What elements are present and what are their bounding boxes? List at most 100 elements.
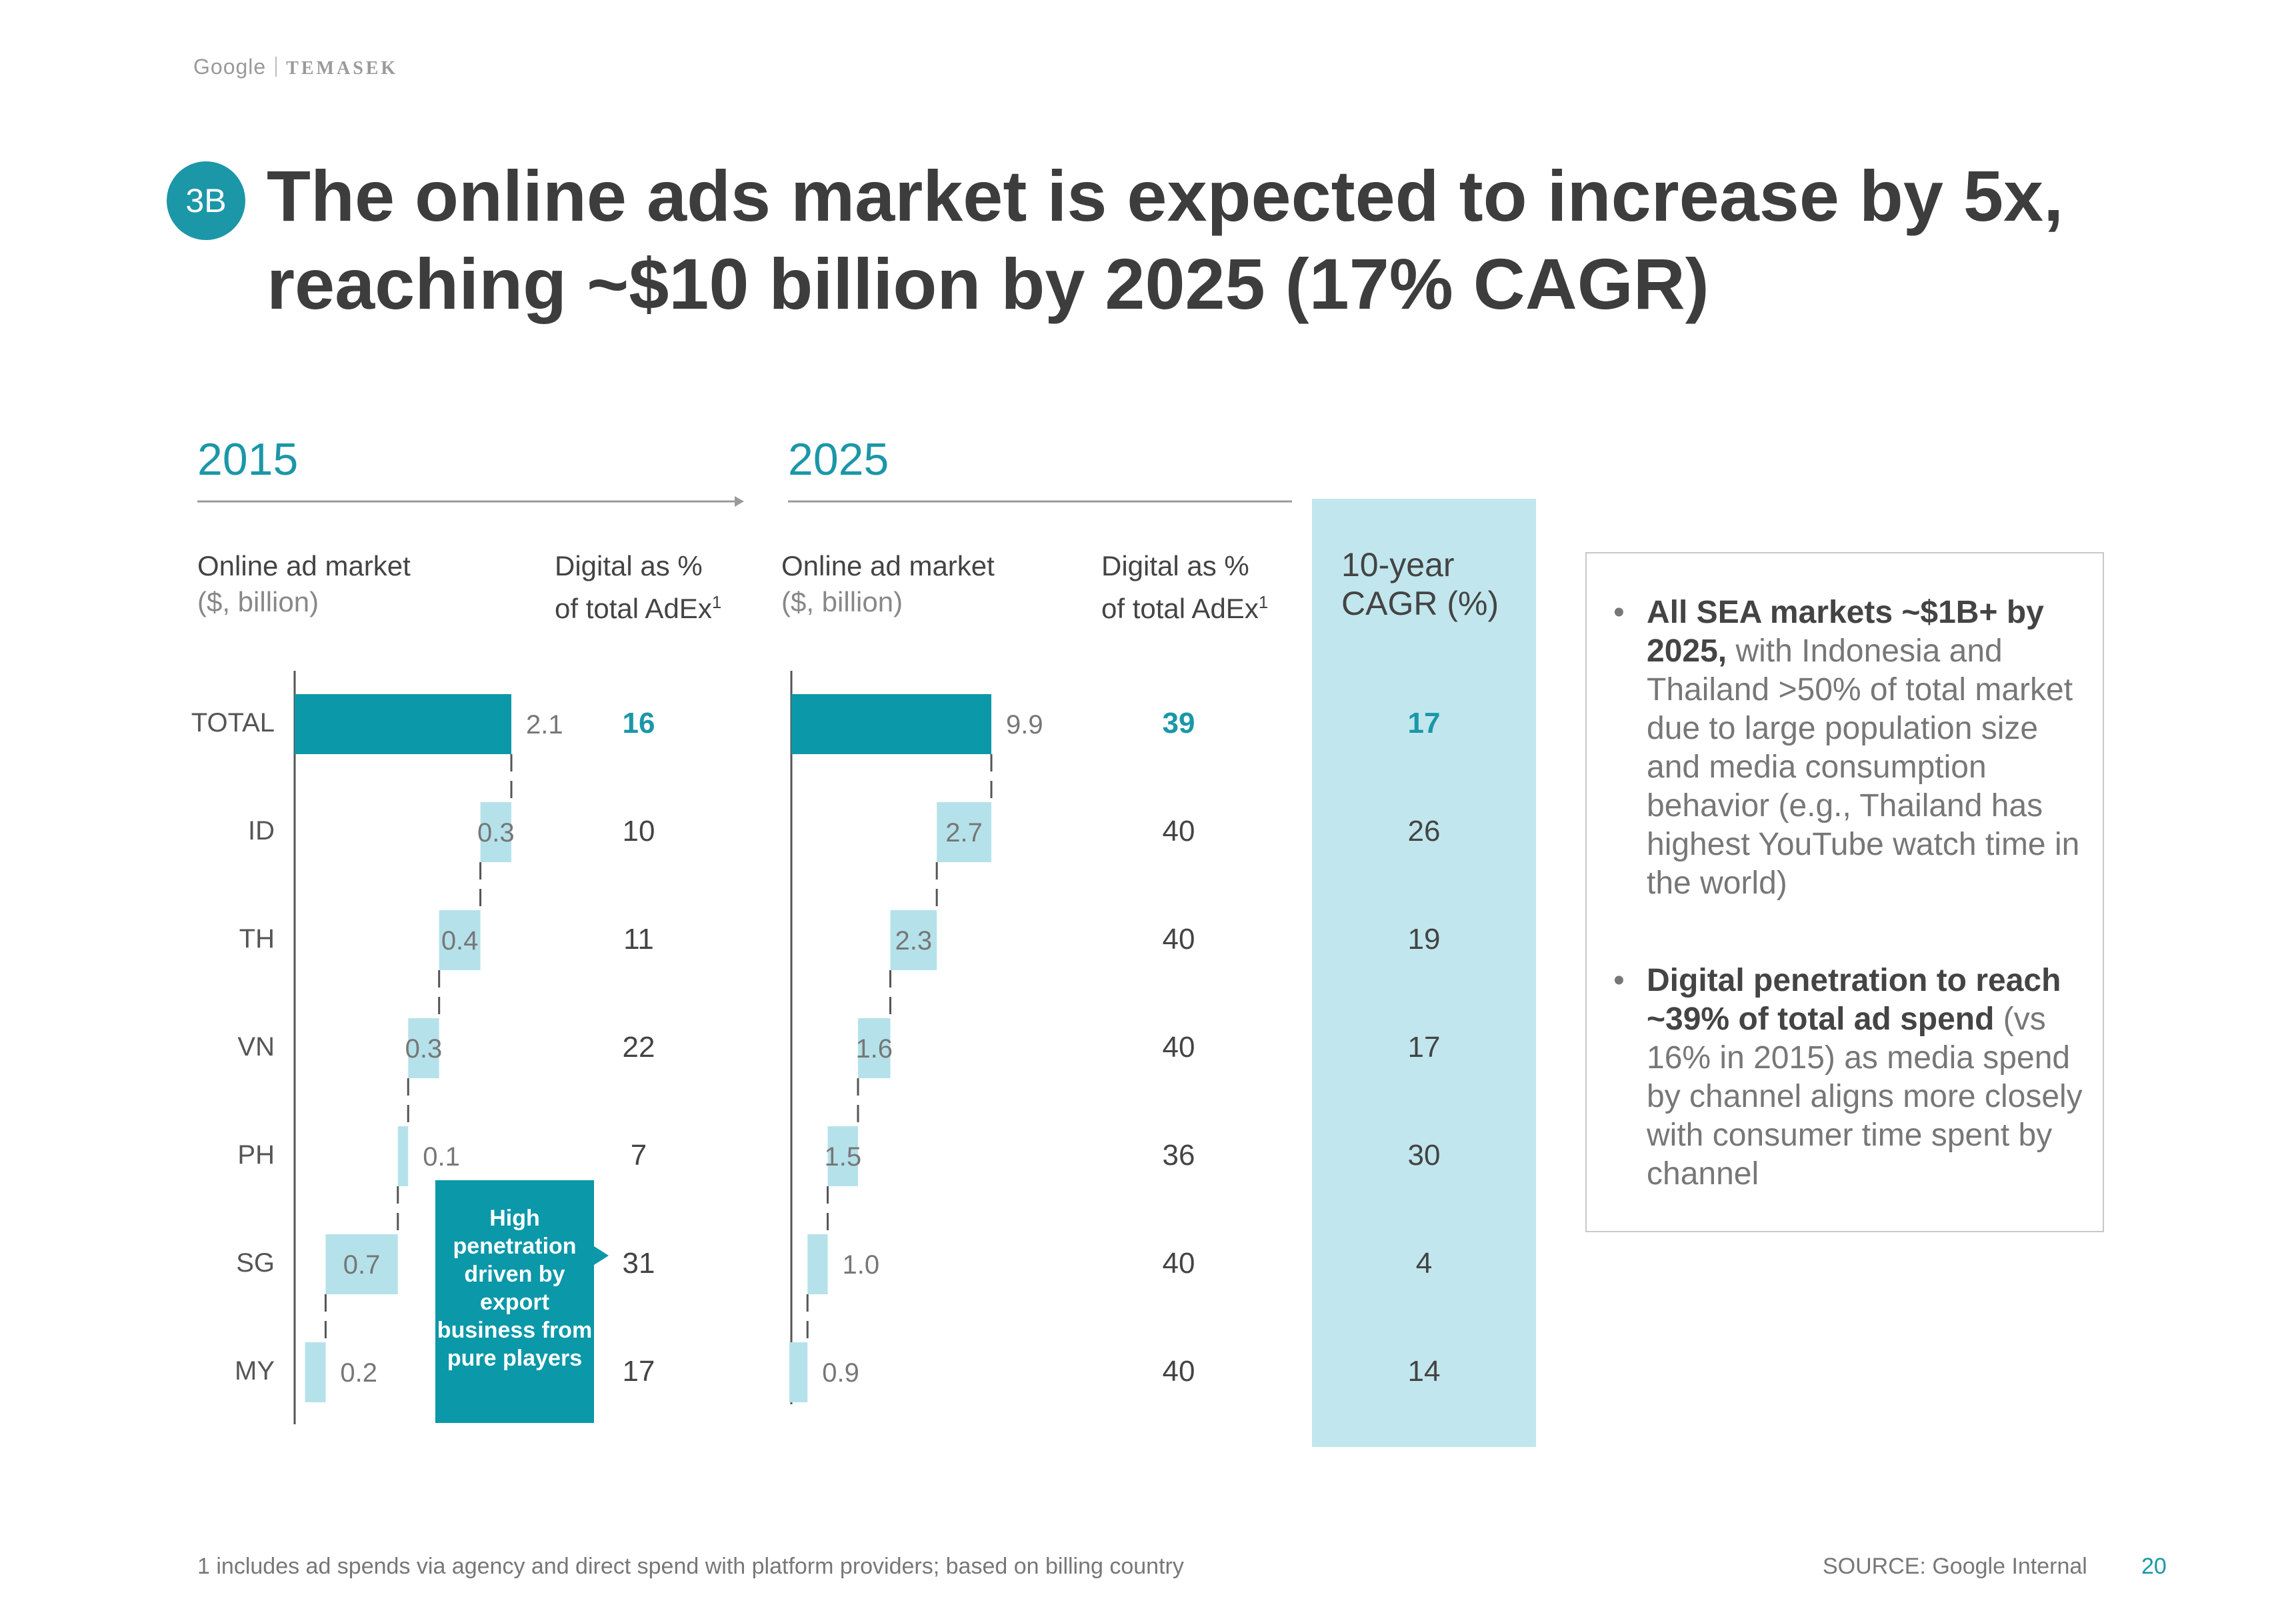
header-digital-line2: of total AdEx — [555, 593, 712, 624]
insight-2-bold: Digital penetration to reach ~39% of tot… — [1647, 963, 2061, 1037]
digital-share-2025-id: 40 — [1162, 815, 1195, 848]
header-digital-2015: Digital as % of total AdEx1 — [555, 548, 721, 627]
cagr-value-vn: 17 — [1407, 1031, 1441, 1064]
footnote-marker: 1 — [711, 592, 722, 612]
value-label-2015-sg: 0.7 — [343, 1250, 381, 1280]
value-label-2025-vn: 1.6 — [855, 1034, 893, 1064]
bar-2025-id — [937, 802, 991, 862]
header-digital-line1: Digital as % — [555, 550, 703, 581]
header-cagr: 10-year CAGR (%) — [1341, 545, 1499, 623]
page-title-line-2: reaching ~$10 billion by 2025 (17% CAGR) — [267, 243, 1709, 324]
cagr-value-th: 19 — [1407, 923, 1441, 956]
digital-share-2025-ph: 36 — [1162, 1139, 1195, 1172]
bar-2025-sg — [807, 1234, 828, 1294]
year-2025-heading: 2025 — [788, 434, 889, 485]
bar-2015-vn — [408, 1018, 439, 1078]
source-note: SOURCE: Google Internal — [1823, 1554, 2087, 1579]
temasek-wordmark: TEMASEK — [286, 58, 399, 79]
digital-share-2025-th: 40 — [1162, 923, 1195, 956]
insight-bullet-1: • All SEA markets ~$1B+ by 2025, with Ind… — [1613, 593, 2087, 903]
google-wordmark: Google — [193, 55, 267, 79]
page-title: The online ads market is expected to inc… — [267, 152, 2067, 328]
value-label-2025-th: 2.3 — [895, 926, 933, 956]
digital-share-2015-th: 11 — [623, 923, 654, 956]
category-label-total: TOTAL — [191, 708, 275, 737]
header-rule-arrowhead — [735, 496, 744, 507]
value-label-2015-my: 0.2 — [340, 1358, 377, 1388]
category-label-ph: PH — [237, 1140, 275, 1170]
category-label-th: TH — [239, 924, 275, 954]
footnote: 1 includes ad spends via agency and dire… — [197, 1554, 1184, 1579]
digital-share-2015-total: 16 — [622, 707, 655, 739]
value-label-2015-th: 0.4 — [441, 926, 479, 956]
value-label-2025-ph: 1.5 — [824, 1142, 861, 1172]
cagr-value-sg: 4 — [1415, 1247, 1433, 1280]
cagr-value-ph: 30 — [1407, 1139, 1441, 1172]
category-label-id: ID — [248, 816, 275, 846]
section-badge: 3B — [167, 161, 245, 240]
bar-2015-sg — [325, 1234, 398, 1294]
bar-2025-total — [791, 694, 991, 754]
value-label-2025-my: 0.9 — [822, 1358, 859, 1388]
header-cagr-line1: 10-year — [1341, 546, 1455, 583]
bar-2025-my — [789, 1342, 808, 1402]
header-cagr-line2: CAGR (%) — [1341, 585, 1499, 622]
year-2015-heading: 2015 — [197, 434, 299, 485]
digital-share-2015-sg: 31 — [622, 1247, 655, 1280]
bar-2025-ph — [827, 1126, 858, 1186]
category-label-my: MY — [235, 1356, 275, 1386]
value-label-2025-total: 9.9 — [1006, 710, 1043, 739]
category-label-vn: VN — [237, 1032, 275, 1062]
header-market-label: Online ad market — [197, 550, 411, 581]
digital-share-2025-sg: 40 — [1162, 1247, 1195, 1280]
key-insights-box: • All SEA markets ~$1B+ by 2025, with Ind… — [1585, 552, 2104, 1232]
sg-callout-box: High penetration driven by export busine… — [435, 1180, 594, 1423]
page-title-line-1: The online ads market is expected to inc… — [267, 155, 2064, 236]
header-market-2025: Online ad market ($, billion) — [781, 548, 995, 620]
header-market-unit: ($, billion) — [781, 586, 903, 617]
digital-share-2025-vn: 40 — [1162, 1031, 1195, 1064]
header-digital-line2: of total AdEx — [1101, 593, 1259, 624]
bar-2025-th — [890, 910, 937, 970]
header-market-label: Online ad market — [781, 550, 995, 581]
digital-share-2025-my: 40 — [1162, 1355, 1195, 1388]
header-market-unit: ($, billion) — [197, 586, 319, 617]
value-label-2015-id: 0.3 — [477, 818, 515, 848]
digital-share-2015-ph: 7 — [630, 1139, 647, 1172]
value-label-2015-total: 2.1 — [526, 710, 563, 739]
digital-share-2015-my: 17 — [622, 1355, 655, 1388]
digital-share-2015-vn: 22 — [622, 1031, 655, 1064]
header-digital-2025: Digital as % of total AdEx1 — [1101, 548, 1268, 627]
footnote-marker: 1 — [1258, 592, 1269, 612]
category-label-sg: SG — [236, 1248, 275, 1278]
bar-2025-vn — [858, 1018, 891, 1078]
insight-2-text: (vs 16% in 2015) as media spend by chann… — [1647, 1002, 2083, 1192]
cagr-value-id: 26 — [1407, 815, 1441, 848]
callout-arrow — [594, 1246, 609, 1265]
insight-1-text: with Indonesia and Thailand >50% of tota… — [1647, 633, 2080, 901]
value-label-2015-ph: 0.1 — [423, 1142, 460, 1172]
value-label-2025-sg: 1.0 — [843, 1250, 880, 1280]
bar-2015-th — [439, 910, 481, 970]
header-digital-line1: Digital as % — [1101, 550, 1249, 581]
page-number: 20 — [2141, 1554, 2167, 1579]
insight-bullet-2: • Digital penetration to reach ~39% of to… — [1613, 962, 2087, 1194]
logo-divider — [275, 57, 277, 77]
brand-logo: Google TEMASEK — [193, 55, 398, 79]
value-label-2015-vn: 0.3 — [405, 1034, 443, 1064]
digital-share-2025-total: 39 — [1162, 707, 1195, 739]
bullet-dot: • — [1613, 963, 1625, 998]
value-label-2025-id: 2.7 — [945, 818, 983, 848]
bar-2015-total — [295, 694, 511, 754]
bullet-dot: • — [1613, 595, 1625, 630]
bar-2015-my — [305, 1342, 326, 1402]
cagr-value-total: 17 — [1407, 707, 1441, 739]
bar-2015-id — [480, 802, 511, 862]
insight-1-bold: All SEA markets ~$1B+ by 2025, — [1647, 595, 2044, 669]
header-market-2015: Online ad market ($, billion) — [197, 548, 411, 620]
cagr-value-my: 14 — [1407, 1355, 1441, 1388]
bar-2015-ph — [397, 1126, 409, 1186]
cagr-panel — [1312, 499, 1536, 1447]
digital-share-2015-id: 10 — [622, 815, 655, 848]
